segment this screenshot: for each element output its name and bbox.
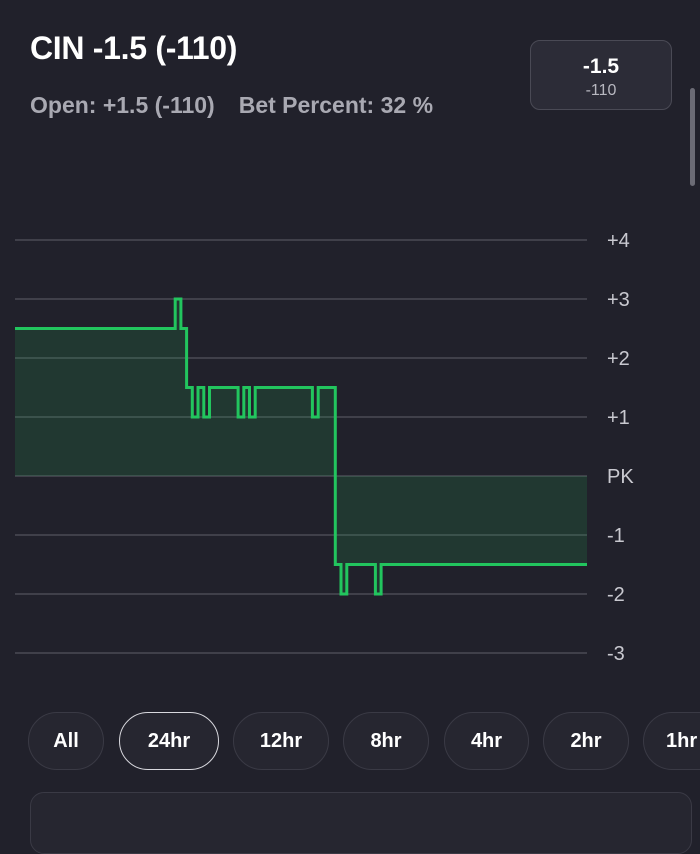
range-tab-12hr[interactable]: 12hr [233, 712, 329, 770]
current-line-badge[interactable]: -1.5 -110 [530, 40, 672, 110]
page-title: CIN -1.5 (-110) [30, 30, 238, 66]
line-summary: Open: +1.5 (-110) Bet Percent: 32 % [30, 92, 433, 119]
grid-lines [15, 239, 587, 654]
current-line-value: -1.5 [582, 55, 620, 78]
y-tick-label: -1 [607, 525, 625, 547]
y-tick-label: +3 [607, 289, 630, 311]
scrollbar[interactable] [690, 88, 695, 186]
series-line [15, 297, 587, 596]
open-line-text: Open: +1.5 (-110) [30, 92, 215, 118]
range-tab-4hr[interactable]: 4hr [444, 712, 529, 770]
range-tab-8hr[interactable]: 8hr [343, 712, 429, 770]
y-tick-label: +4 [607, 230, 630, 252]
time-range-tabs: All 24hr 12hr 8hr 4hr 2hr 1hr [0, 712, 700, 772]
range-tab-24hr[interactable]: 24hr [119, 712, 219, 770]
series-area [15, 299, 587, 594]
y-tick-label: +1 [607, 407, 630, 429]
y-tick-label: -2 [607, 584, 625, 606]
tick-labels: +4 +3 +2 +1 PK -1 -2 -3 [607, 230, 634, 665]
line-movement-chart: +4 +3 +2 +1 PK -1 -2 -3 [15, 230, 634, 665]
range-tab-all[interactable]: All [28, 712, 104, 770]
y-tick-label: +2 [607, 348, 630, 370]
bet-percent-text: Bet Percent: 32 % [238, 92, 434, 118]
bottom-card [30, 792, 692, 854]
current-line-odds: -110 [585, 82, 617, 99]
y-tick-label: PK [607, 466, 634, 488]
y-tick-label: -3 [607, 643, 625, 665]
range-tab-1hr[interactable]: 1hr [643, 712, 700, 770]
range-tab-2hr[interactable]: 2hr [543, 712, 629, 770]
area-fill [15, 299, 587, 594]
series-lines [15, 297, 587, 596]
